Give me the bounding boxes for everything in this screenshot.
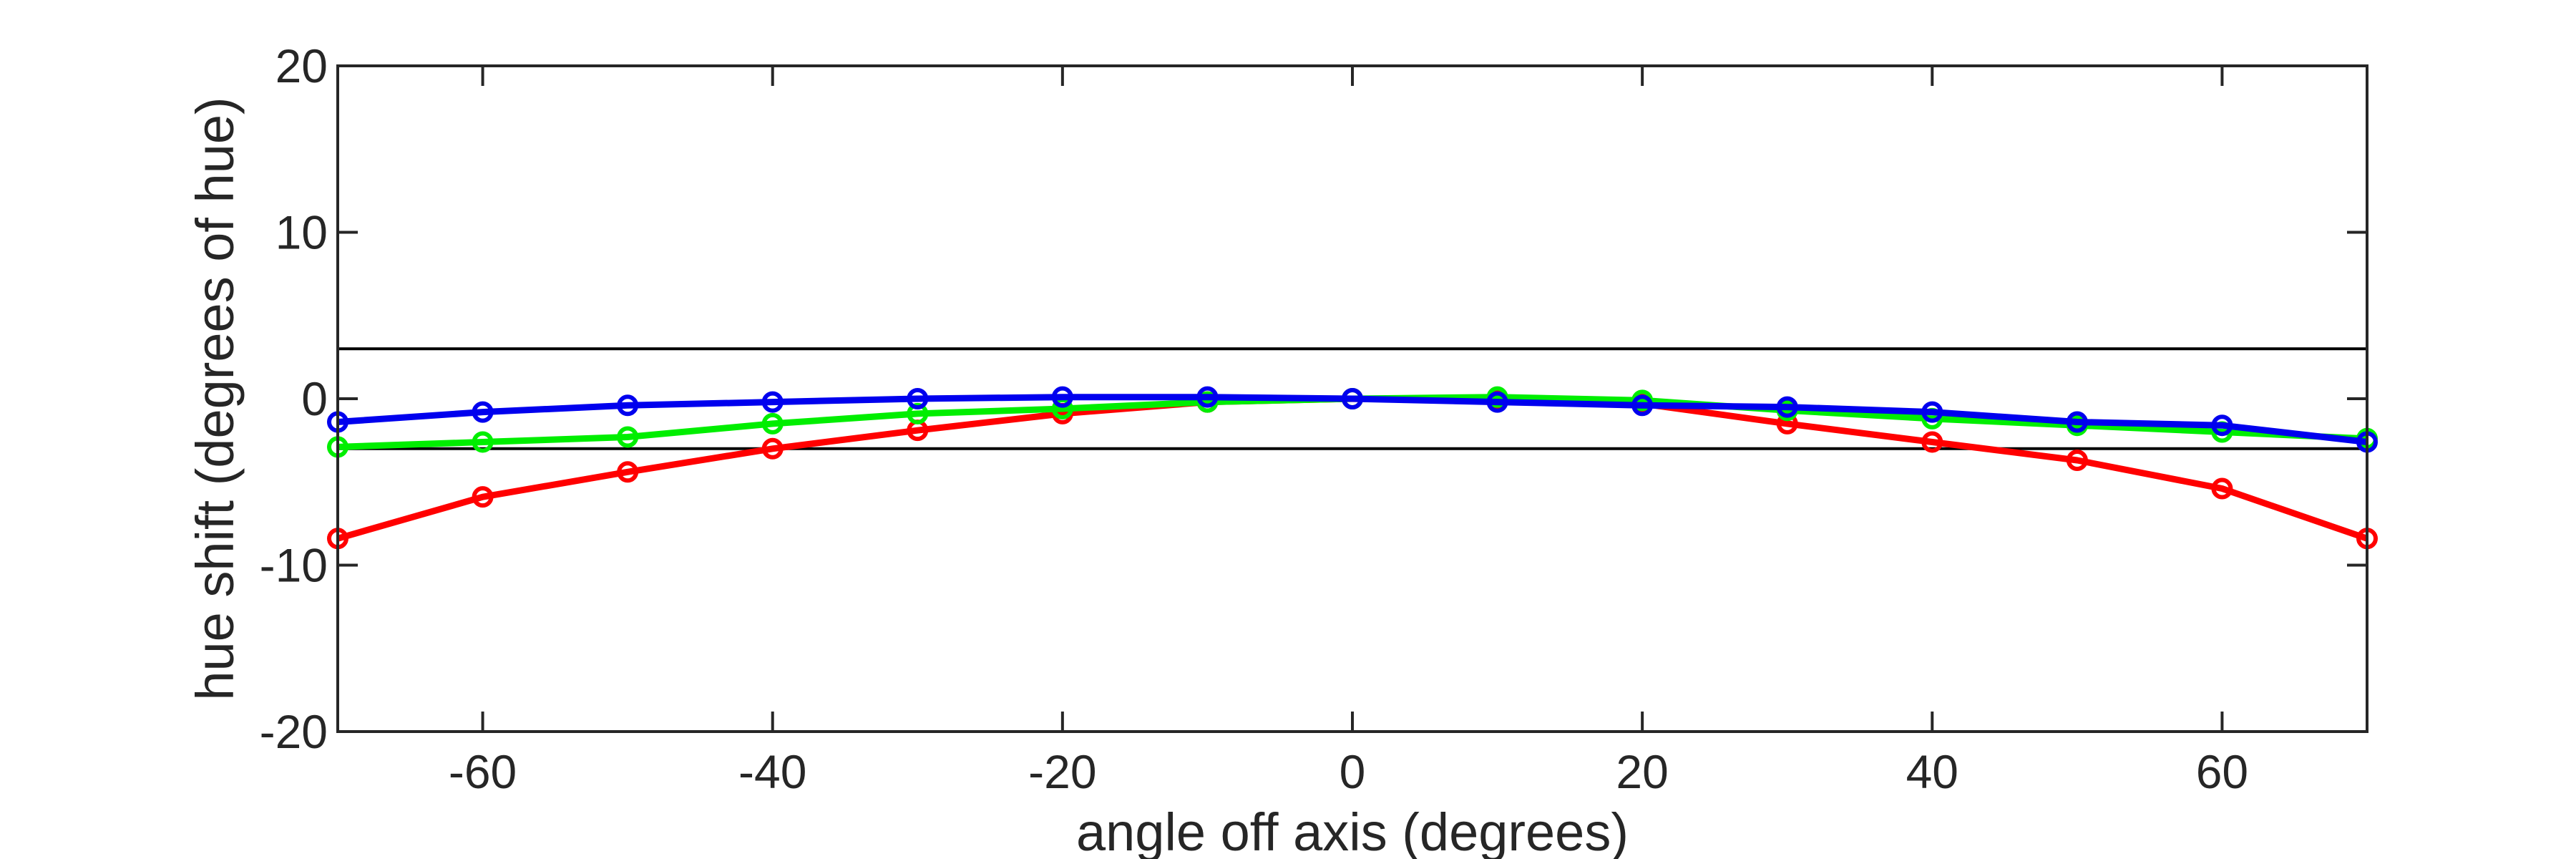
series-3-point xyxy=(1921,401,1943,423)
series-3-point xyxy=(2066,411,2088,433)
series-2-point xyxy=(761,412,784,435)
y-tick-label: -20 xyxy=(260,705,328,758)
series-3-point xyxy=(1051,386,1073,408)
series-3-point xyxy=(1342,388,1363,409)
series-3-line xyxy=(337,394,2368,445)
series-3-point xyxy=(1631,394,1654,417)
series-3-point xyxy=(1486,391,1508,413)
x-tick-label: -40 xyxy=(738,745,806,798)
series-3-point xyxy=(907,388,929,409)
y-tick-label: 20 xyxy=(275,39,328,92)
series-3-point xyxy=(472,401,494,423)
series-1-point xyxy=(1921,431,1943,453)
x-tick-label: 40 xyxy=(1906,745,1958,798)
series-3-point xyxy=(1196,386,1219,408)
plot-content xyxy=(327,347,2378,550)
y-tick-label: -10 xyxy=(260,539,328,592)
x-tick-label: 20 xyxy=(1616,745,1668,798)
x-tick-label: -20 xyxy=(1028,745,1096,798)
x-tick-label: -60 xyxy=(449,745,517,798)
series-3-point xyxy=(2211,414,2233,437)
x-axis-label: angle off axis (degrees) xyxy=(1076,802,1629,859)
series-1-point xyxy=(761,437,784,460)
axis-ticks: -60 -40 -20 0 20 40 60 -20 -10 0 10 20 xyxy=(260,39,2367,798)
series-3-point xyxy=(1776,396,1798,418)
series-3-point xyxy=(617,394,639,417)
series-2-point xyxy=(472,431,494,453)
series-1-point xyxy=(2066,450,2088,472)
series-3-point xyxy=(761,391,784,413)
y-tick-label: 10 xyxy=(275,206,328,259)
y-tick-label: 0 xyxy=(301,372,328,425)
series-1-point xyxy=(2211,477,2233,500)
series-1-point xyxy=(617,461,639,483)
series-2-point xyxy=(617,426,639,448)
series-1-point xyxy=(472,486,494,508)
series-2-point xyxy=(907,402,929,424)
x-tick-label: 60 xyxy=(2196,745,2248,798)
y-axis-label: hue shift (degrees of hue) xyxy=(185,97,245,700)
x-tick-label: 0 xyxy=(1340,745,1366,798)
